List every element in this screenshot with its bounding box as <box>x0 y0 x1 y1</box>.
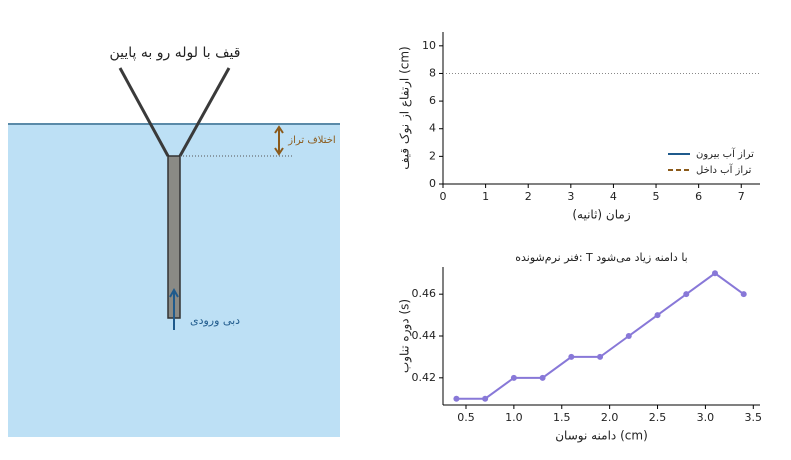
x-tick-label: 3 <box>567 190 574 203</box>
point <box>740 291 747 298</box>
point <box>510 374 517 381</box>
point <box>568 353 575 360</box>
level-arrow <box>274 125 284 156</box>
x-tick-label: 2 <box>525 190 532 203</box>
y-tick-label: 6 <box>429 94 436 107</box>
y-tick-label: 2 <box>429 149 436 162</box>
y-tick-label: 8 <box>429 66 436 79</box>
y-tick-label: 4 <box>429 122 436 135</box>
funnel-wall <box>178 67 231 157</box>
x-tick-label: 0 <box>440 190 447 203</box>
x-tick-label: 1.5 <box>553 411 571 424</box>
chart-title: فنر نرم‌شونده: T با دامنه زیاد می‌شود <box>515 251 687 264</box>
series-line <box>456 272 745 400</box>
diagram-title: قیف با لوله رو به پایین <box>110 45 241 61</box>
point <box>711 270 718 277</box>
x-tick-label: 5 <box>653 190 660 203</box>
x-tick-label: 3.5 <box>745 411 763 424</box>
point <box>683 291 690 298</box>
point <box>539 374 546 381</box>
legend-label: تراز آب داخل <box>696 163 752 176</box>
y-tick-label: 0.46 <box>412 287 437 300</box>
inflow-label: دبی ورودی <box>190 314 240 327</box>
point <box>453 395 460 402</box>
y-tick-label: 0.44 <box>412 329 437 342</box>
y-tick-label: 0 <box>429 177 436 190</box>
x-tick-label: 2.5 <box>649 411 667 424</box>
y-tick-label: 10 <box>422 39 436 52</box>
x-tick-label: 1 <box>482 190 489 203</box>
x-axis-label: دامنه نوسان (cm) <box>555 429 648 444</box>
x-tick-label: 7 <box>738 190 745 203</box>
level-label: اختلاف تراز <box>287 135 335 146</box>
x-tick-label: 1.0 <box>505 411 523 424</box>
y-axis-label: دوره تناوب (s) <box>398 299 413 373</box>
funnel-wall <box>118 67 170 157</box>
x-tick-label: 3.0 <box>697 411 715 424</box>
point <box>654 312 661 319</box>
x-tick-label: 0.5 <box>457 411 475 424</box>
y-axis-label: ارتفاع از نوک قیف (cm) <box>398 46 413 169</box>
point <box>597 353 604 360</box>
inflow-arrow <box>169 287 179 330</box>
point <box>625 333 632 339</box>
x-tick-label: 2.0 <box>601 411 619 424</box>
y-tick-label: 0.42 <box>412 371 437 384</box>
point <box>482 395 489 402</box>
legend-label: تراز آب بیرون <box>696 147 754 160</box>
x-tick-label: 4 <box>610 190 617 203</box>
x-tick-label: 6 <box>695 190 702 203</box>
x-axis-label: زمان (ثانیه) <box>572 208 630 223</box>
